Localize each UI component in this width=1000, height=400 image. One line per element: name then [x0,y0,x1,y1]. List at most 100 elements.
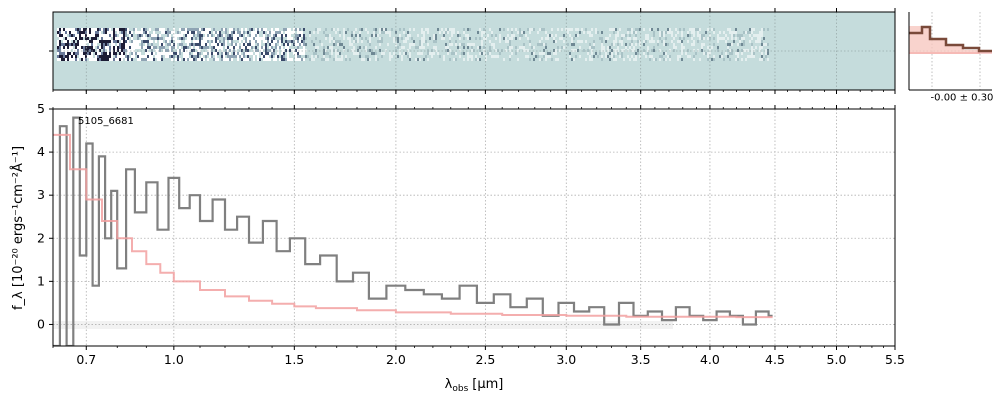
spectrum-2d-pixel [543,43,545,46]
spectrum-2d-pixel [489,49,491,52]
spectrum-2d-pixel [601,37,603,40]
spectrum-2d-pixel [467,37,469,40]
spectrum-2d-pixel [253,31,255,34]
spectrum-2d-pixel [347,49,349,52]
spectrum-2d-pixel [427,52,429,55]
spectrum-2d-pixel [377,40,379,43]
spectrum-2d-pixel [577,49,579,52]
spectrum-2d-pixel [295,55,297,58]
spectrum-2d-pixel [427,49,429,52]
spectrum-2d-pixel [529,58,531,61]
spectrum-2d-pixel [227,58,229,61]
spectrum-2d-pixel [147,43,149,46]
spectrum-2d-pixel [253,58,255,61]
spectrum-2d-pixel [667,43,669,46]
spectrum-2d-pixel [539,43,541,46]
spectrum-2d-pixel [159,40,161,43]
spectrum-2d-pixel [621,34,623,37]
spectrum-2d-pixel [187,34,189,37]
spectrum-2d-pixel [627,49,629,52]
spectrum-2d-pixel [281,37,283,40]
spectrum-2d-pixel [527,37,529,40]
spectrum-2d-pixel [169,49,171,52]
spectrum-2d-pixel [59,52,61,55]
spectrum-2d-pixel [531,28,533,31]
spectrum-2d-pixel [563,46,565,49]
spectrum-2d-pixel [81,28,83,31]
spectrum-2d-pixel [115,40,117,43]
spectrum-2d-pixel [183,28,185,31]
spectrum-2d-pixel [547,52,549,55]
spectrum-2d-pixel [661,34,663,37]
spectrum-2d-pixel [217,46,219,49]
spectrum-2d-pixel [111,49,113,52]
spectrum-2d-pixel [721,52,723,55]
spectrum-2d-pixel [83,52,85,55]
spectrum-2d-pixel [357,46,359,49]
spectrum-2d-pixel [493,46,495,49]
spectrum-2d-pixel [467,55,469,58]
spectrum-2d-pixel [397,37,399,40]
spectrum-2d-pixel [599,52,601,55]
spectrum-2d-pixel [63,34,65,37]
spectrum-2d-pixel [295,49,297,52]
spectrum-2d-pixel [499,37,501,40]
spectrum-2d-pixel [693,55,695,58]
spectrum-2d-pixel [321,58,323,61]
spectrum-2d-pixel [329,46,331,49]
spectrum-2d-pixel [73,31,75,34]
spectrum-2d-pixel [699,34,701,37]
spectrum-2d-pixel [693,49,695,52]
spectrum-2d-pixel [79,49,81,52]
spectrum-2d-pixel [193,58,195,61]
spectrum-2d-pixel [469,55,471,58]
spectrum-2d-pixel [359,28,361,31]
spectrum-2d-pixel [337,28,339,31]
spectrum-2d-pixel [545,55,547,58]
spectrum-2d-pixel [337,40,339,43]
spectrum-2d-pixel [693,40,695,43]
spectrum-2d-pixel [549,34,551,37]
series-model-line [53,133,773,319]
spectrum-2d-pixel [645,37,647,40]
spectrum-2d-pixel [673,37,675,40]
spectrum-2d-pixel [139,31,141,34]
spectrum-2d-pixel [99,28,101,31]
spectrum-2d-pixel [179,46,181,49]
spectrum-2d-pixel [57,46,59,49]
spectrum-2d-pixel [731,43,733,46]
spectrum-2d-pixel [587,49,589,52]
spectrum-2d-pixel [297,43,299,46]
spectrum-2d-pixel [295,43,297,46]
spectrum-2d-pixel [257,40,259,43]
spectrum-2d-pixel [101,37,103,40]
spectrum-2d-pixel [87,46,89,49]
spectrum-2d-pixel [217,52,219,55]
spectrum-2d-pixel [265,40,267,43]
spectrum-2d-pixel [163,46,165,49]
spectrum-2d-pixel [331,46,333,49]
spectrum-2d-pixel [225,52,227,55]
spectrum-2d-pixel [625,43,627,46]
spectrum-2d-pixel [445,31,447,34]
spectrum-2d-pixel [659,58,661,61]
spectrum-2d-pixel [65,58,67,61]
spectrum-2d-pixel [219,34,221,37]
spectrum-2d-pixel [157,28,159,31]
spectrum-2d-pixel [119,52,121,55]
spectrum-2d-pixel [71,46,73,49]
spectrum-2d-pixel [533,58,535,61]
spectrum-2d-pixel [503,58,505,61]
spectrum-2d-pixel [717,40,719,43]
spectrum-2d-pixel [749,55,751,58]
spectrum-2d-pixel [113,58,115,61]
spectrum-2d-pixel [463,58,465,61]
spectrum-2d-pixel [525,49,527,52]
spectrum-2d-pixel [143,31,145,34]
spectrum-2d-pixel [181,28,183,31]
spectrum-2d-pixel [189,34,191,37]
spectrum-2d-pixel [737,43,739,46]
spectrum-2d-pixel [451,28,453,31]
spectrum-2d-pixel [207,49,209,52]
spectrum-2d-pixel [639,28,641,31]
